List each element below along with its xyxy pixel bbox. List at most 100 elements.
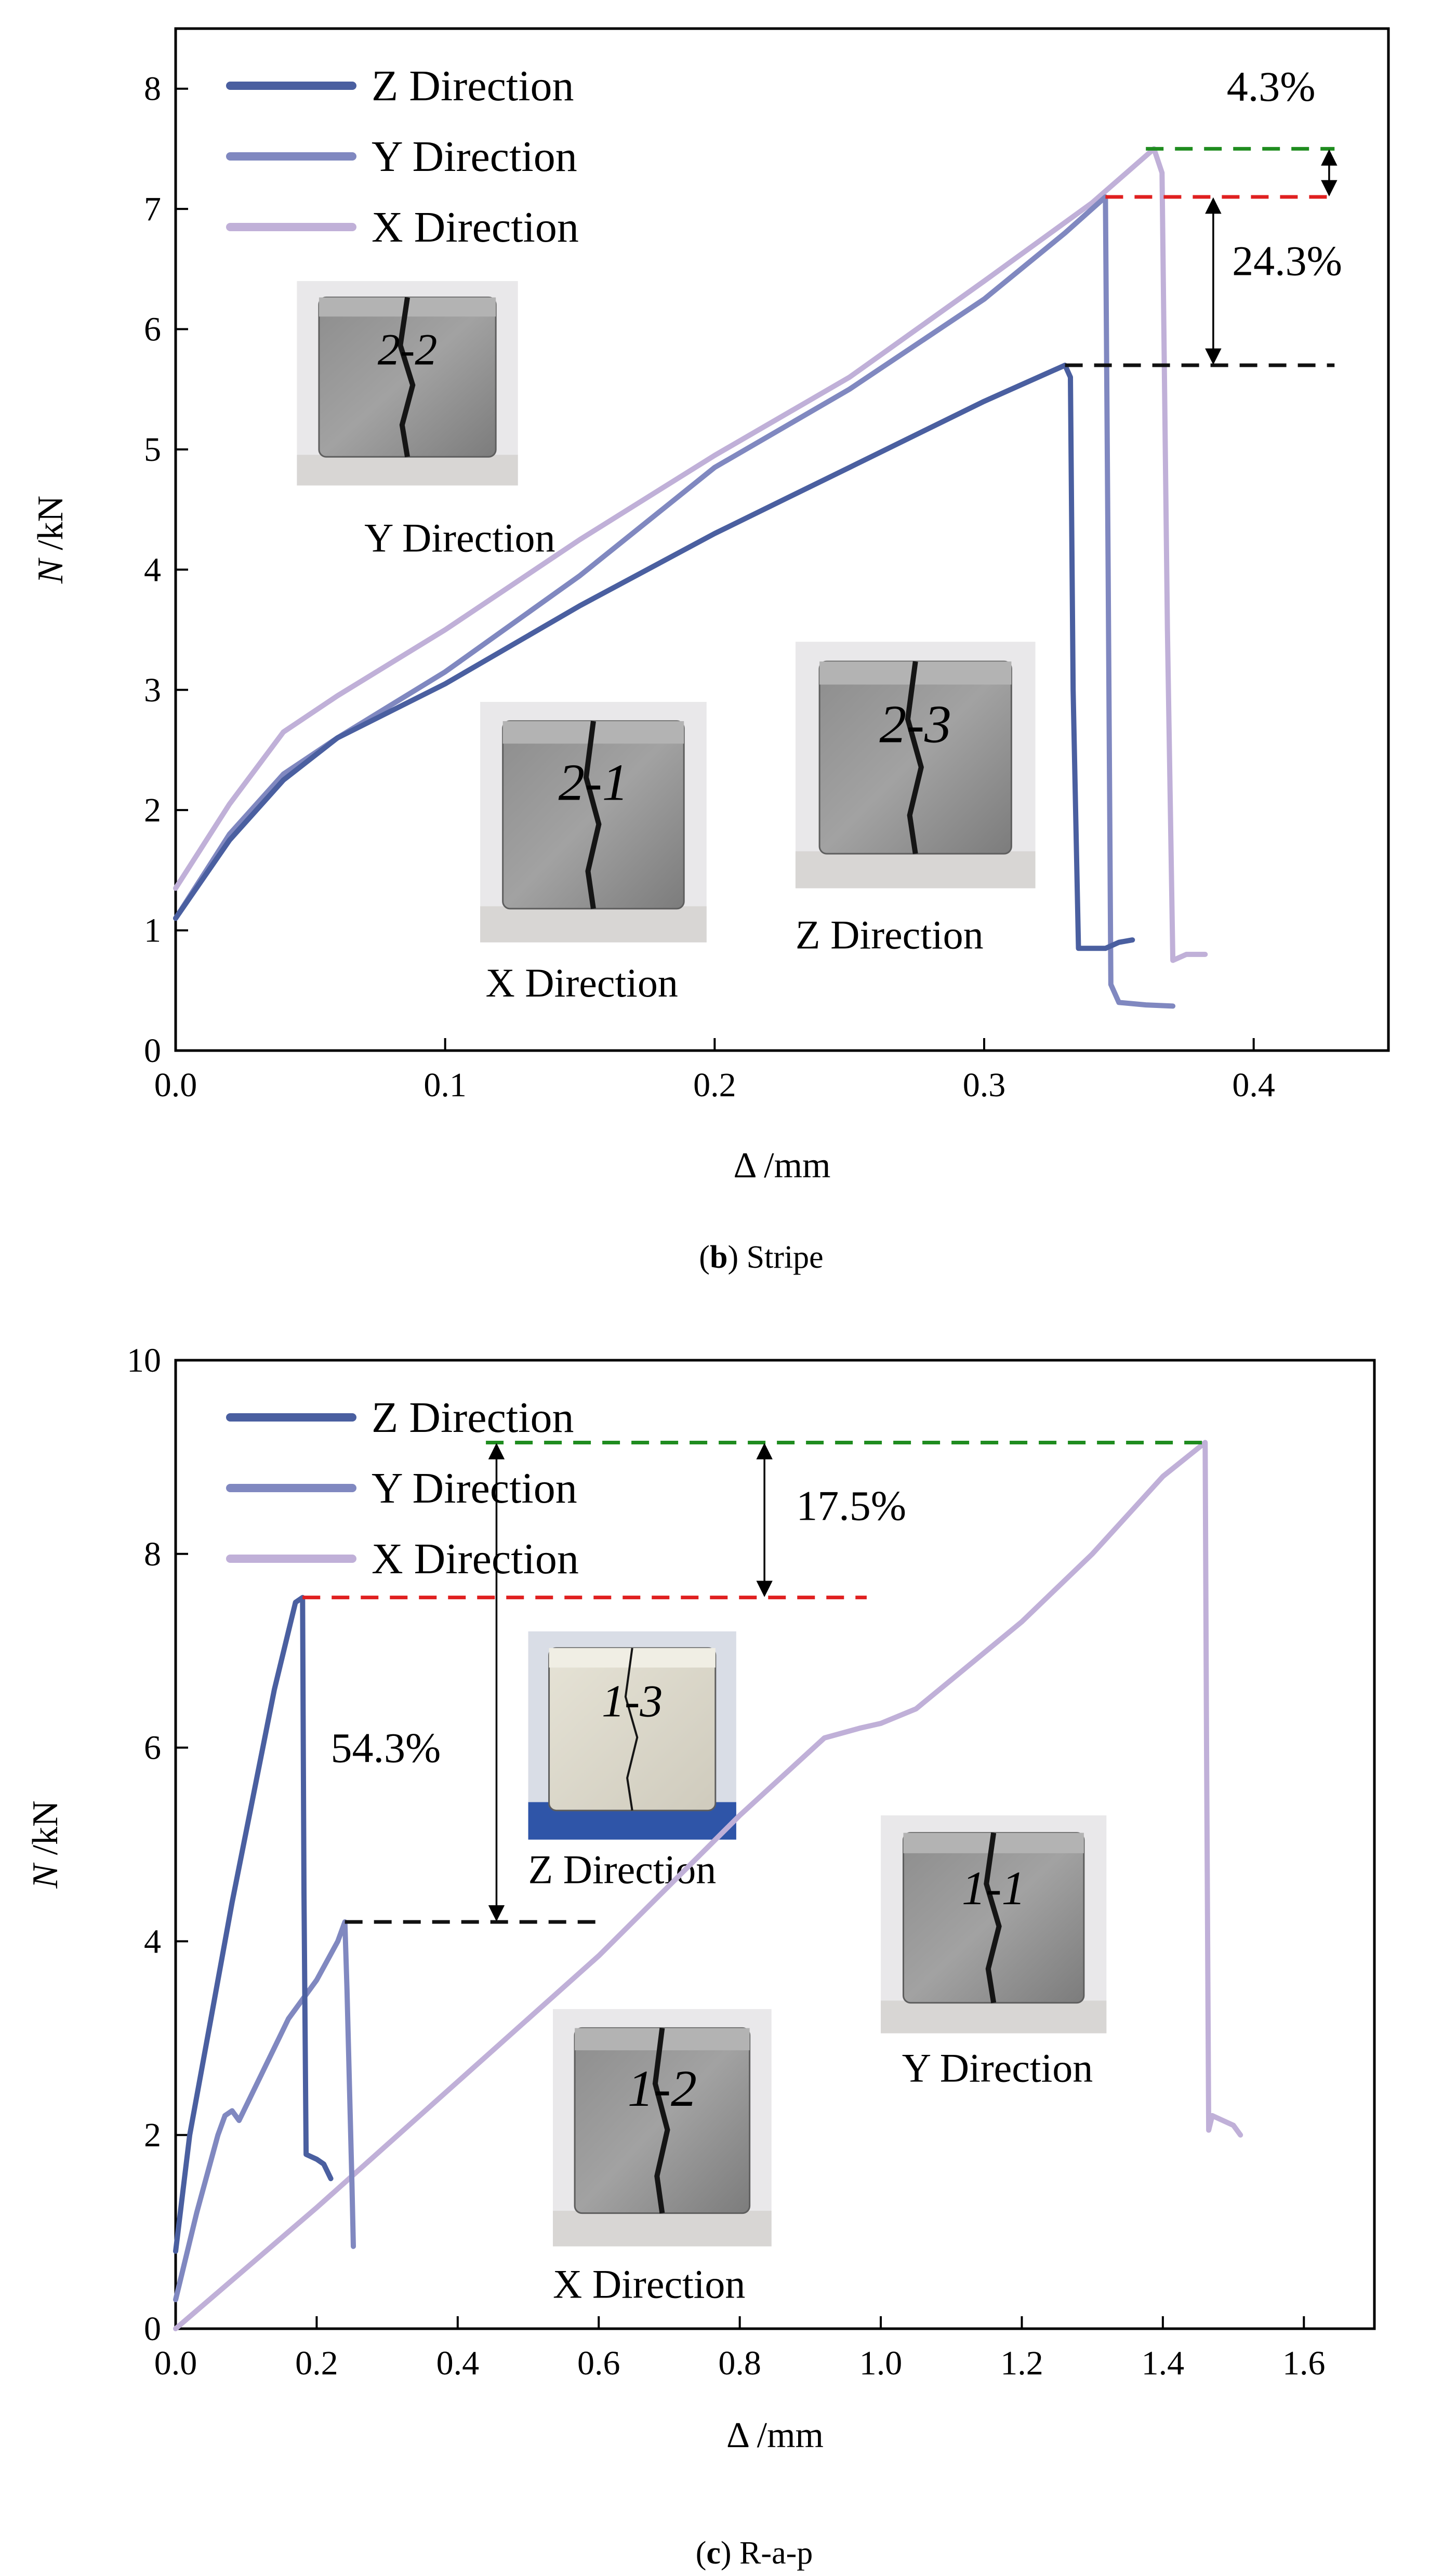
specimen-mark: 1-3 <box>602 1676 663 1727</box>
plot-frame <box>174 27 1390 1052</box>
percent-label: 54.3% <box>331 1724 441 1772</box>
percent-label: 17.5% <box>796 1482 906 1530</box>
x-tick-label: 1.6 <box>1282 2344 1326 2382</box>
x-tick-label: 0.8 <box>718 2344 761 2382</box>
caption-letter: b <box>710 1240 727 1275</box>
specimen-block <box>902 1832 1085 2004</box>
y-tick-label: 1 <box>144 912 161 950</box>
specimen-block <box>574 2027 751 2214</box>
x-tick-label: 0.0 <box>154 1066 197 1104</box>
specimen-mark: 1-1 <box>962 1862 1026 1915</box>
y-axis-label-symbol: N <box>25 1863 65 1889</box>
crack-line <box>905 661 924 854</box>
caption-open: ( <box>696 2535 707 2571</box>
y-tick-label: 2 <box>144 791 161 829</box>
series-line <box>173 1919 356 2303</box>
specimen-photo: 2-1 <box>480 701 707 942</box>
y-axis-label: N /kN <box>25 1800 65 1889</box>
crack-line <box>624 1648 639 1811</box>
chart-b: 0.0 0.1 0.2 0.3 0.4 0 1 2 3 4 5 6 7 8 Δ /mm N /kN (b) St… <box>31 27 1390 1275</box>
x-tick-label: 0.2 <box>693 1066 736 1104</box>
y-axis-label-unit: /kN <box>25 1800 65 1864</box>
photo-base <box>480 906 707 942</box>
legend: Z Direction Y Direction X Direction <box>226 62 579 251</box>
y-tick-label: 6 <box>144 1729 161 1767</box>
y-tick-label: 8 <box>144 1535 161 1573</box>
photo-base <box>553 2211 772 2247</box>
y-axis-label-symbol: N <box>31 557 71 584</box>
series-line <box>173 363 1135 951</box>
figure-caption: (b) Stripe <box>699 1240 823 1275</box>
legend: Z Direction Y Direction X Direction <box>226 1393 579 1583</box>
x-tick-label: 0.0 <box>154 2344 197 2382</box>
specimen-photo: 2-2 <box>297 281 518 486</box>
percent-label: 4.3% <box>1227 63 1316 110</box>
crack-line <box>652 2027 670 2214</box>
specimen-mark: 2-1 <box>559 753 629 812</box>
specimen-photo: 1-1 <box>881 1815 1107 2034</box>
y-tick-label: 3 <box>144 671 161 709</box>
series-line <box>173 1595 334 2254</box>
caption-letter: c <box>706 2535 721 2571</box>
caption-open: ( <box>699 1240 710 1275</box>
crack-line <box>583 721 602 909</box>
caption-close: ) <box>727 1240 738 1275</box>
x-tick-label: 1.4 <box>1142 2344 1185 2382</box>
plot-frame <box>174 1359 1376 2330</box>
legend-label: Z Direction <box>372 62 574 110</box>
x-tick-label: 1.0 <box>859 2344 903 2382</box>
x-tick-label: 0.1 <box>423 1066 467 1104</box>
y-tick-label: 4 <box>144 551 161 589</box>
y-axis-label-unit: /kN <box>31 496 71 560</box>
crack-line <box>984 1832 1002 2003</box>
y-tick-label: 0 <box>144 2310 161 2348</box>
photo-label: X Direction <box>553 2261 745 2306</box>
chart-c: 0.0 0.2 0.4 0.6 0.8 1.0 1.2 1.4 1.6 0 2 4 6 8 10 Δ /mm N… <box>25 1342 1376 2571</box>
x-tick-label: 1.2 <box>1000 2344 1043 2382</box>
legend-label: Z Direction <box>372 1393 574 1442</box>
legend-label: X Direction <box>372 203 579 251</box>
x-tick-label: 0.6 <box>577 2344 620 2382</box>
y-tick-label: 6 <box>144 311 161 349</box>
figure-caption: (c) R-a-p <box>696 2535 813 2571</box>
caption-close: ) <box>721 2535 732 2571</box>
y-axis-label: N /kN <box>31 496 71 584</box>
specimen-block <box>548 1647 717 1812</box>
photo-base <box>881 2000 1107 2034</box>
percent-label: 24.3% <box>1232 237 1342 284</box>
x-axis-label: Δ /mm <box>734 1146 831 1186</box>
photo-base <box>297 455 518 486</box>
y-tick-label: 0 <box>144 1032 161 1070</box>
series-line <box>173 146 1208 963</box>
x-tick-label: 0.3 <box>963 1066 1006 1104</box>
specimen-block <box>818 660 1012 855</box>
x-tick-label: 0.4 <box>436 2344 480 2382</box>
photo-label: X Direction <box>485 960 678 1005</box>
legend-label: Y Direction <box>372 1464 577 1512</box>
y-tick-label: 10 <box>127 1342 161 1379</box>
specimen-block <box>502 720 685 910</box>
series-line <box>173 1440 1243 2331</box>
specimen-block <box>318 296 497 458</box>
photo-label: Z Direction <box>796 912 984 957</box>
y-tick-label: 2 <box>144 2116 161 2154</box>
x-axis-label: Δ /mm <box>726 2415 824 2455</box>
legend-label: X Direction <box>372 1535 579 1583</box>
caption-text: R-a-p <box>732 2535 813 2571</box>
legend-label: Y Direction <box>372 132 577 181</box>
y-tick-label: 7 <box>144 190 161 228</box>
x-tick-label: 0.4 <box>1232 1066 1275 1104</box>
photo-label: Y Direction <box>364 515 555 561</box>
specimen-photo: 2-3 <box>795 642 1036 888</box>
crack-line <box>398 297 416 458</box>
y-tick-label: 5 <box>144 431 161 469</box>
y-tick-label: 4 <box>144 1922 161 1960</box>
specimen-mark: 2-3 <box>879 695 951 754</box>
caption-text: Stripe <box>738 1240 824 1275</box>
photo-base <box>795 851 1036 888</box>
photo-label: Y Direction <box>902 2046 1093 2091</box>
specimen-photo: 1-3 <box>528 1631 736 1840</box>
y-tick-label: 8 <box>144 70 161 108</box>
specimen-mark: 1-2 <box>628 2060 697 2117</box>
